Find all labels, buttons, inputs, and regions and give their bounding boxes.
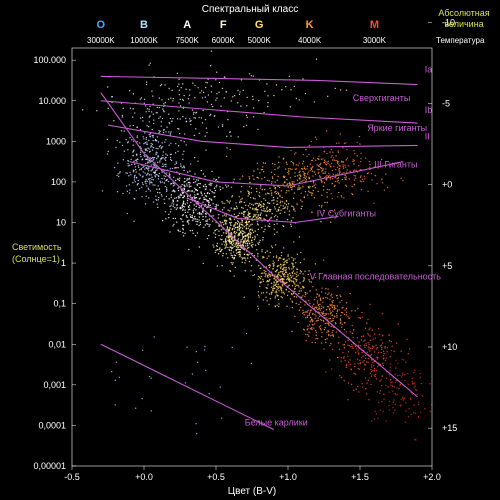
luminosity-tick: 1000	[46, 136, 66, 146]
absmag-tick: +5	[442, 261, 452, 271]
spectral-class-letter: G	[255, 19, 264, 31]
luminosity-sublabel: Сверхгиганты	[353, 93, 411, 103]
luminosity-tick: 100	[51, 177, 66, 187]
temperature-tick: 4000K	[298, 36, 322, 45]
temperature-tick: 6000K	[212, 36, 236, 45]
luminosity-label: V Главная последовательность	[310, 271, 442, 281]
luminosity-axis-title: Светимость	[12, 242, 62, 252]
x-axis-title: Цвет (B-V)	[228, 486, 277, 497]
spectral-class-letter: B	[140, 19, 148, 31]
luminosity-tick: 0,00001	[33, 461, 66, 471]
luminosity-sublabel: Яркие гиганты	[367, 123, 427, 133]
temperature-tick: 10000K	[130, 36, 158, 45]
luminosity-tick: 0,0001	[38, 420, 66, 430]
absmag-tick: +15	[442, 423, 457, 433]
temperature-tick: 30000K	[87, 36, 115, 45]
luminosity-tick: 10	[56, 218, 66, 228]
absmag-tick: +0	[442, 180, 452, 190]
bv-tick: -0.5	[64, 472, 80, 482]
absmag-tick: +10	[442, 342, 457, 352]
spectral-class-letter: M	[370, 19, 379, 31]
spectral-class-letter: K	[306, 19, 314, 31]
absmag-tick: -5	[442, 99, 450, 109]
temperature-tick: 3000K	[363, 36, 387, 45]
bv-tick: +1.0	[279, 472, 297, 482]
luminosity-tick: 0,001	[43, 380, 66, 390]
luminosity-label: Ib	[425, 105, 433, 115]
luminosity-tick: 1	[61, 258, 66, 268]
hr-diagram: IaIbСверхгигантыIIЯркие гигантыIII Гиган…	[0, 0, 500, 500]
spectral-class-letter: A	[183, 19, 191, 31]
luminosity-label: III Гиганты	[374, 160, 417, 170]
absmag-tick: -10	[442, 17, 455, 27]
temperature-tick: 7500K	[176, 36, 200, 45]
bv-tick: +0.5	[207, 472, 225, 482]
luminosity-tick: 10.000	[38, 96, 66, 106]
bv-tick: +1.5	[351, 472, 369, 482]
bv-tick: +2.0	[423, 472, 441, 482]
temperature-label: Температура	[436, 36, 485, 45]
bv-tick: +0.0	[135, 472, 153, 482]
luminosity-label: Белые карлики	[245, 417, 308, 427]
spectral-class-letter: O	[97, 19, 106, 31]
luminosity-tick: 0,1	[53, 299, 66, 309]
luminosity-tick: 100.000	[33, 55, 66, 65]
luminosity-axis-title: (Солнце=1)	[12, 254, 60, 264]
spectral-class-letter: F	[220, 19, 227, 31]
top-title: Спектральный класс	[202, 4, 298, 15]
luminosity-label: Ia	[425, 64, 433, 74]
temperature-tick: 5000K	[248, 36, 272, 45]
luminosity-tick: 0,01	[48, 339, 66, 349]
luminosity-label: IV Субгиганты	[317, 208, 376, 218]
